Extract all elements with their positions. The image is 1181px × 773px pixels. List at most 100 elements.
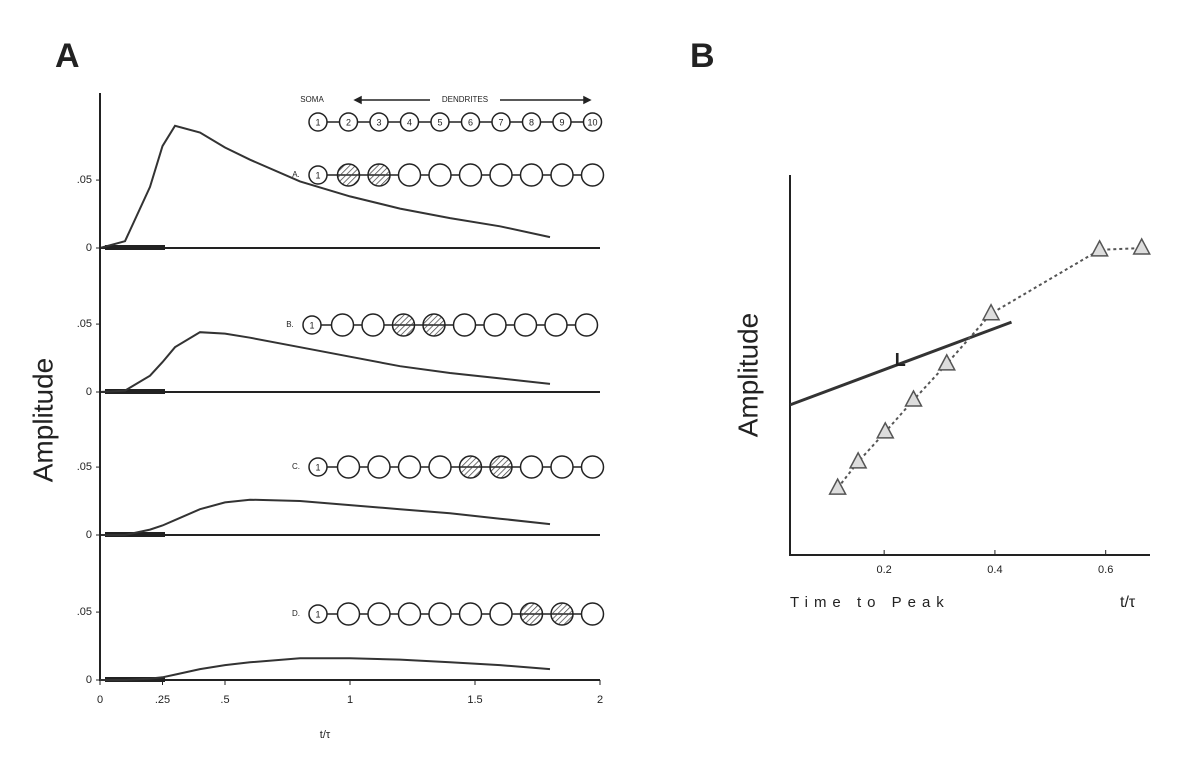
- compartment-number: 2: [346, 117, 351, 127]
- compartment: [580, 455, 605, 479]
- stimulated-compartment: [489, 455, 513, 479]
- triangle-point: [981, 303, 1001, 321]
- compartment: [367, 455, 391, 479]
- row-label: A.: [292, 170, 300, 179]
- y-tick-label: 0: [86, 529, 92, 541]
- compartment: [513, 313, 538, 337]
- compartment: [491, 112, 511, 132]
- stimulated-compartment: [550, 602, 574, 626]
- triangle-point: [828, 477, 847, 495]
- compartment: [369, 112, 389, 132]
- compartment-number: 1: [315, 117, 320, 127]
- compartment: [397, 602, 422, 626]
- compartment: [430, 112, 450, 132]
- compartment: [460, 112, 481, 132]
- compartment: [330, 313, 355, 337]
- line-label: L: [895, 350, 906, 370]
- y-axis-label: Amplitude: [732, 313, 763, 438]
- stimulated-compartment: [519, 602, 544, 626]
- axis: [789, 175, 1150, 556]
- y-tick-label: .05: [77, 318, 92, 330]
- x-tick-label: 0.6: [1098, 564, 1113, 576]
- compartment: [399, 112, 420, 132]
- stimulus-bar: [105, 245, 165, 250]
- y-tick-label: 0: [86, 674, 92, 686]
- compartment: [361, 313, 385, 337]
- compartment: [452, 313, 477, 337]
- compartment: [519, 163, 544, 187]
- compartment: [428, 163, 452, 187]
- row-label: B.: [286, 320, 294, 329]
- amplitude-curve: [100, 657, 551, 681]
- triangle-point: [1132, 237, 1151, 255]
- compartment-number: 3: [376, 117, 381, 127]
- x-tick-label: 0.4: [987, 564, 1002, 576]
- amplitude-curve: [99, 124, 551, 249]
- compartment: [580, 163, 605, 187]
- compartment: [367, 602, 391, 626]
- compartment: [308, 165, 328, 185]
- stimulated-compartment: [458, 455, 483, 479]
- x-tick-label: .5: [220, 694, 229, 706]
- compartment: [308, 112, 328, 132]
- row-label: D.: [292, 609, 300, 618]
- compartment-number: 1: [309, 320, 314, 330]
- compartment: [397, 455, 422, 479]
- x-tick-label: .25: [155, 694, 170, 706]
- dendrites-label: DENDRITES: [442, 95, 488, 104]
- compartment: [302, 315, 322, 335]
- compartment-number: 4: [407, 117, 412, 127]
- compartment: [519, 455, 544, 479]
- panel-letter: B: [690, 37, 715, 75]
- compartment-number: 7: [498, 117, 503, 127]
- compartment: [552, 112, 572, 132]
- y-tick-label: 0: [86, 386, 92, 398]
- x-axis-label: t/τ: [320, 729, 331, 741]
- row-label: C.: [292, 462, 300, 471]
- stimulated-compartment: [391, 313, 416, 337]
- compartment: [308, 604, 328, 624]
- compartment: [582, 112, 603, 132]
- compartment-number: 1: [315, 462, 320, 472]
- y-tick-label: 0: [86, 242, 92, 254]
- compartment: [308, 457, 328, 477]
- y-tick-label: .05: [77, 174, 92, 186]
- amplitude-curve: [99, 331, 551, 393]
- stimulated-compartment: [422, 313, 446, 337]
- amplitude-curve: [100, 498, 551, 536]
- compartment-number: 8: [529, 117, 534, 127]
- compartment: [338, 112, 359, 132]
- x-axis-unit: t/τ: [1120, 594, 1136, 611]
- dashed-connector: [836, 247, 1142, 489]
- soma-label: SOMA: [300, 95, 324, 104]
- compartment: [574, 313, 599, 337]
- compartment-number: 9: [559, 117, 564, 127]
- compartment: [489, 602, 513, 626]
- x-tick-label: 2: [597, 694, 603, 706]
- triangle-point: [1090, 239, 1109, 257]
- stimulated-compartment: [336, 163, 361, 187]
- y-tick-label: .05: [77, 606, 92, 618]
- compartment: [458, 163, 483, 187]
- stimulus-bar: [105, 532, 165, 537]
- compartment: [428, 455, 452, 479]
- compartment: [550, 163, 574, 187]
- compartment-number: 1: [315, 609, 320, 619]
- compartment-number: 1: [315, 170, 320, 180]
- triangle-point: [937, 353, 956, 371]
- compartment: [580, 602, 605, 626]
- compartment-number: 6: [468, 117, 473, 127]
- compartment: [483, 313, 507, 337]
- x-tick-label: 1.5: [467, 694, 482, 706]
- y-tick-label: .05: [77, 461, 92, 473]
- x-axis-label: Time to Peak: [790, 594, 950, 611]
- stimulated-compartment: [367, 163, 391, 187]
- compartment: [521, 112, 542, 132]
- triangle-point: [876, 421, 895, 439]
- panel-letter: A: [55, 37, 80, 75]
- compartment: [544, 313, 568, 337]
- compartment-number: 10: [587, 117, 597, 127]
- x-tick-label: 1: [347, 694, 353, 706]
